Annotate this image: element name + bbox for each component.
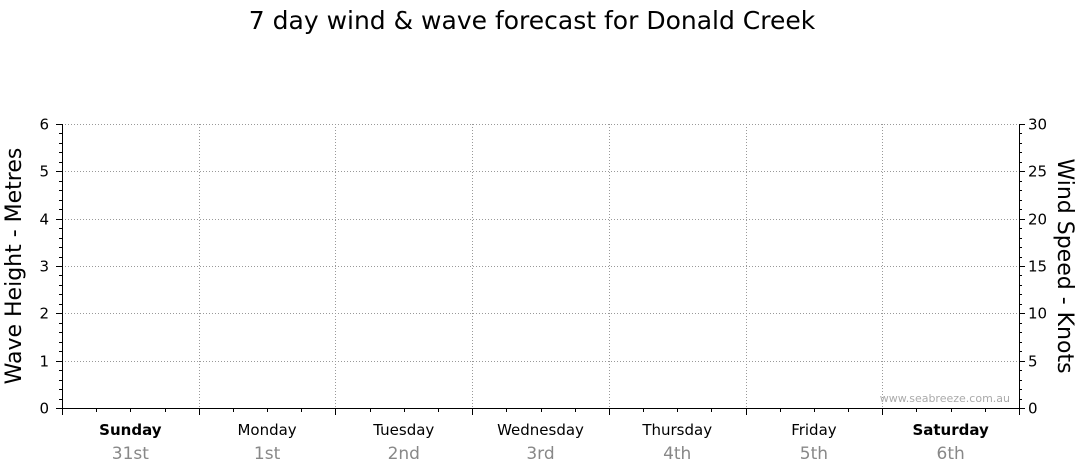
- day-labels: Sunday 31st Monday 1st Tuesday 2nd Wednesday 3r…: [99, 421, 989, 464]
- right-tick-label: 25: [1028, 163, 1047, 181]
- day-name-label: Thursday: [641, 421, 712, 439]
- day-name-label: Friday: [791, 421, 837, 439]
- day-name-label: Saturday: [912, 421, 989, 439]
- day-date-label: 4th: [663, 444, 691, 464]
- left-tick-label: 5: [39, 163, 49, 181]
- left-tick-label: 4: [39, 211, 49, 229]
- day-name-label: Wednesday: [497, 421, 584, 439]
- day-date-label: 5th: [800, 444, 828, 464]
- left-axis-title: Wave Height - Metres: [2, 148, 27, 385]
- day-name-label: Tuesday: [372, 421, 434, 439]
- right-tick-label: 15: [1028, 258, 1047, 276]
- left-tick-label: 2: [39, 305, 49, 323]
- right-axis-title: Wind Speed - Knots: [1052, 158, 1077, 373]
- axes: [62, 124, 1020, 415]
- day-name-label: Monday: [237, 421, 296, 439]
- day-date-label: 2nd: [388, 444, 420, 464]
- day-name-label: Sunday: [99, 421, 162, 439]
- right-tick-label: 30: [1028, 116, 1047, 134]
- right-axis-ticks: 0 5 10 15 20 25 30: [1019, 116, 1047, 418]
- right-tick-label: 20: [1028, 211, 1047, 229]
- left-tick-label: 6: [39, 116, 49, 134]
- day-date-label: 31st: [112, 444, 149, 464]
- day-date-label: 6th: [937, 444, 965, 464]
- right-tick-label: 5: [1028, 353, 1038, 371]
- left-tick-label: 1: [39, 353, 49, 371]
- left-axis-ticks: 0 1 2 3 4 5 6: [39, 116, 62, 418]
- day-date-label: 3rd: [526, 444, 554, 464]
- grid-lines: [62, 124, 1019, 408]
- day-date-label: 1st: [254, 444, 281, 464]
- right-tick-label: 10: [1028, 305, 1047, 323]
- left-tick-label: 0: [39, 400, 49, 418]
- right-tick-label: 0: [1028, 400, 1038, 418]
- left-tick-label: 3: [39, 258, 49, 276]
- watermark: www.seabreeze.com.au: [880, 392, 1010, 405]
- chart-title: 7 day wind & wave forecast for Donald Cr…: [249, 6, 816, 35]
